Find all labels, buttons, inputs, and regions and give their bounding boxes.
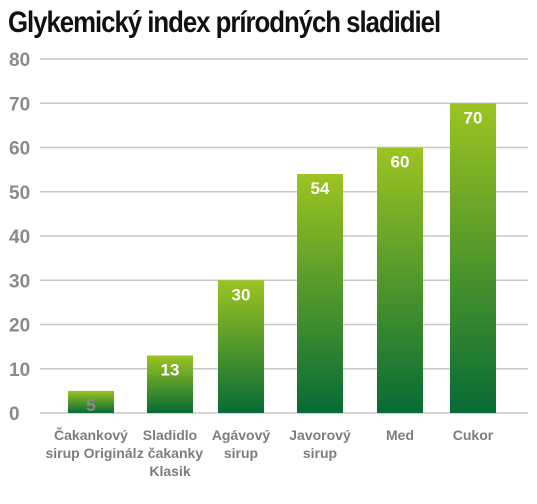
category-label: sirup: [303, 445, 337, 461]
category-labels: Čakankový sirup Originál Sladidlo z čakanky…: [45, 426, 493, 479]
category-label: Agávový: [212, 427, 271, 443]
category-label: Cukor: [453, 427, 494, 443]
bar: [218, 280, 264, 413]
value-labels: 5 13 30 54 60 70: [86, 108, 482, 415]
category-label: sirup: [224, 445, 258, 461]
category-label: Sladidlo: [143, 427, 197, 443]
category-label: sirup Originál: [45, 445, 136, 461]
y-tick-label: 30: [9, 271, 30, 292]
gridlines: [40, 58, 528, 414]
category-label: Med: [386, 427, 414, 443]
category-label: Javorový: [289, 427, 351, 443]
bar: [450, 103, 496, 413]
bar-value-label: 30: [232, 285, 251, 304]
y-tick-label: 10: [9, 360, 30, 381]
bar-value-label: 5: [86, 396, 95, 415]
bar: [147, 355, 193, 413]
y-tick-label: 50: [9, 183, 30, 204]
bar: [297, 174, 343, 413]
category-label: Čakankový: [54, 426, 128, 443]
chart-title: Glykemický index prírodných sladidiel: [8, 6, 441, 39]
category-label: z čakanky: [137, 445, 203, 461]
y-tick-label: 40: [9, 227, 30, 248]
bar-value-label: 13: [161, 360, 180, 379]
bar: [377, 147, 423, 413]
y-tick-label: 80: [9, 50, 30, 71]
bar-value-label: 70: [464, 108, 483, 127]
category-label: Klasik: [149, 463, 190, 479]
bar: [68, 390, 114, 413]
y-tick-label: 60: [9, 139, 30, 160]
bar-value-label: 54: [311, 179, 330, 198]
y-axis-ticks: 0 10 20 30 40 50 60 70 80: [9, 50, 30, 425]
y-tick-label: 0: [9, 404, 20, 425]
bar-value-label: 60: [391, 153, 410, 172]
bars: [68, 103, 496, 413]
y-tick-label: 20: [9, 316, 30, 337]
y-tick-label: 70: [9, 94, 30, 115]
